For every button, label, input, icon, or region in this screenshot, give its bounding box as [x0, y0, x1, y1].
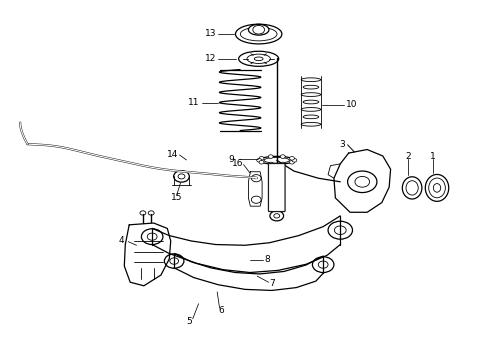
- Ellipse shape: [402, 177, 422, 199]
- Circle shape: [270, 211, 284, 221]
- Ellipse shape: [248, 24, 269, 35]
- Circle shape: [251, 196, 261, 203]
- Circle shape: [170, 258, 178, 264]
- Circle shape: [274, 214, 280, 218]
- Circle shape: [164, 254, 184, 268]
- Text: 1: 1: [430, 152, 436, 161]
- Circle shape: [334, 226, 346, 234]
- Circle shape: [355, 176, 369, 187]
- Ellipse shape: [301, 122, 321, 126]
- Text: 15: 15: [171, 193, 182, 202]
- Ellipse shape: [303, 115, 319, 119]
- Circle shape: [259, 157, 264, 160]
- Text: 11: 11: [188, 98, 199, 107]
- Circle shape: [251, 175, 261, 182]
- Text: 16: 16: [232, 159, 244, 168]
- Text: 3: 3: [339, 140, 344, 149]
- Ellipse shape: [301, 93, 321, 96]
- Circle shape: [147, 233, 157, 240]
- Ellipse shape: [264, 157, 290, 163]
- Text: 13: 13: [205, 29, 217, 38]
- Ellipse shape: [247, 54, 270, 63]
- FancyBboxPatch shape: [269, 163, 285, 212]
- Text: 4: 4: [119, 237, 124, 246]
- Circle shape: [140, 211, 146, 215]
- Circle shape: [253, 26, 265, 34]
- Text: 10: 10: [346, 100, 357, 109]
- Circle shape: [280, 155, 285, 158]
- Ellipse shape: [406, 181, 418, 195]
- Ellipse shape: [259, 156, 294, 164]
- Circle shape: [318, 261, 328, 268]
- Ellipse shape: [429, 178, 445, 198]
- Circle shape: [280, 162, 285, 166]
- Circle shape: [259, 161, 264, 164]
- Text: 12: 12: [205, 54, 217, 63]
- Ellipse shape: [239, 51, 279, 66]
- Circle shape: [178, 174, 185, 179]
- Ellipse shape: [301, 108, 321, 111]
- Circle shape: [142, 229, 163, 244]
- Circle shape: [290, 157, 294, 160]
- Ellipse shape: [254, 57, 263, 60]
- Ellipse shape: [301, 78, 321, 82]
- Circle shape: [173, 171, 189, 182]
- Text: 14: 14: [167, 150, 178, 159]
- Circle shape: [269, 162, 273, 166]
- Text: 6: 6: [219, 306, 224, 315]
- Circle shape: [313, 257, 334, 273]
- Text: 5: 5: [186, 317, 192, 326]
- Text: 9: 9: [228, 155, 234, 164]
- Ellipse shape: [425, 175, 449, 201]
- Ellipse shape: [303, 100, 319, 104]
- Circle shape: [257, 158, 262, 162]
- Text: 7: 7: [270, 279, 275, 288]
- Text: 8: 8: [264, 255, 270, 264]
- Ellipse shape: [303, 85, 319, 89]
- Circle shape: [347, 171, 377, 193]
- Circle shape: [148, 211, 154, 215]
- Circle shape: [292, 158, 297, 162]
- Text: 2: 2: [405, 152, 411, 161]
- Circle shape: [328, 221, 352, 239]
- Ellipse shape: [236, 24, 282, 44]
- Circle shape: [290, 161, 294, 164]
- Ellipse shape: [433, 184, 441, 192]
- Circle shape: [269, 155, 273, 158]
- Ellipse shape: [241, 27, 277, 41]
